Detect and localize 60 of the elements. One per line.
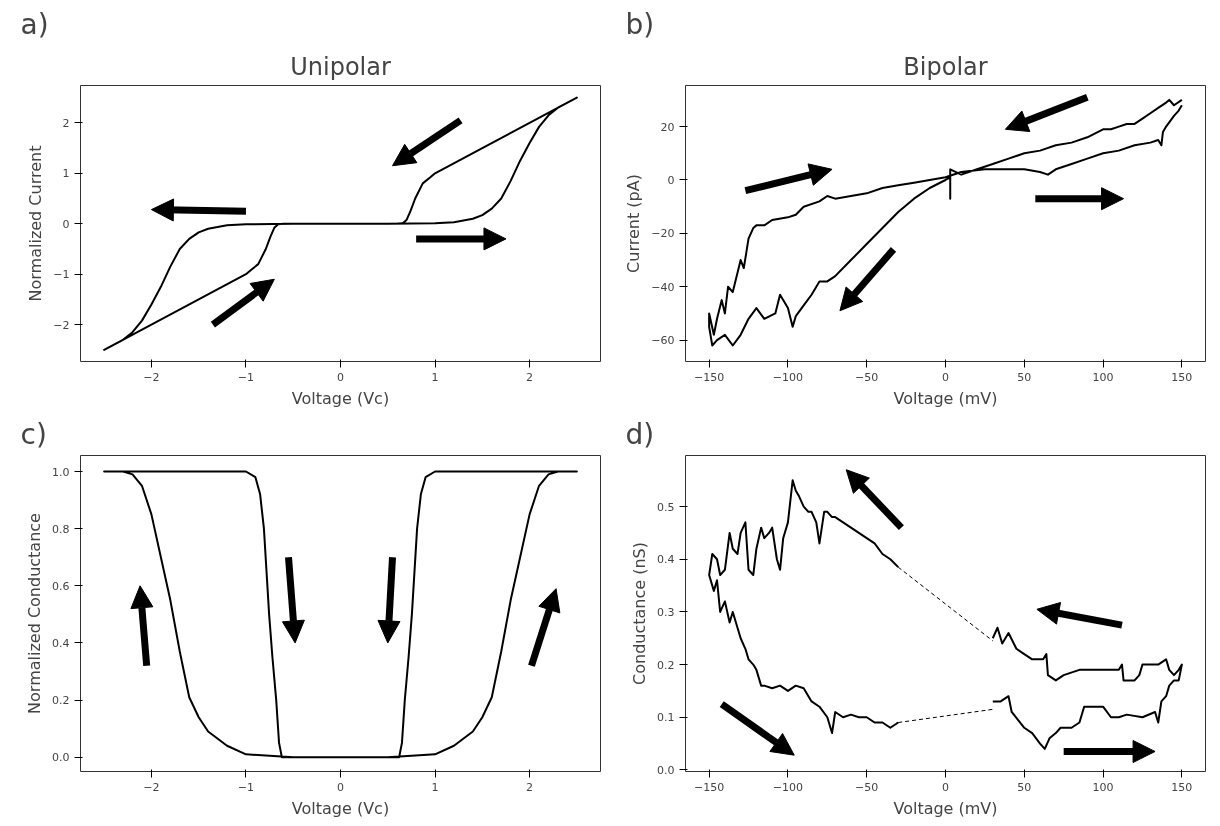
y-tick-label: −20 <box>651 227 675 241</box>
x-tick-label: 0 <box>337 780 344 794</box>
y-axis-title: Conductance (nS) <box>630 542 650 685</box>
x-tick-label: 150 <box>1171 370 1193 384</box>
x-tick-label: −100 <box>772 370 804 384</box>
x-tick-label: −50 <box>855 780 879 794</box>
y-tick-label: 1 <box>62 167 70 181</box>
text: b) <box>625 7 655 41</box>
x-tick-label: 0 <box>337 370 344 384</box>
x-tick-label: 1 <box>431 370 439 384</box>
x-axis-title: Voltage (mV) <box>893 388 998 408</box>
text: c) <box>20 417 47 451</box>
x-tick-label: −1 <box>237 370 255 384</box>
y-tick-label: 0.4 <box>52 636 70 650</box>
chart-title: Unipolar <box>290 52 391 81</box>
y-tick-label: 0.0 <box>52 751 70 765</box>
y-axis-title: Normalized Current <box>26 145 46 302</box>
y-tick-label: 0.2 <box>52 694 70 708</box>
x-tick-label: −50 <box>855 370 879 384</box>
y-tick-label: 0.4 <box>657 553 675 567</box>
x-axis-title: Voltage (Vc) <box>291 798 390 818</box>
y-tick-label: 0 <box>667 173 675 187</box>
y-tick-label: −2 <box>53 318 70 332</box>
x-tick-label: −2 <box>143 370 160 384</box>
y-tick-label: 0.5 <box>657 500 675 514</box>
y-tick-label: 2 <box>62 116 70 130</box>
x-tick-label: 2 <box>526 370 534 384</box>
y-tick-label: 0.0 <box>657 763 675 777</box>
x-tick-label: 0 <box>942 780 949 794</box>
x-tick-label: −1 <box>237 780 255 794</box>
x-axis-title: Voltage (Vc) <box>291 388 390 408</box>
x-tick-label: 100 <box>1092 370 1114 384</box>
x-tick-label: 50 <box>1017 780 1032 794</box>
text: a) <box>20 7 49 41</box>
y-tick-label: −60 <box>651 334 675 348</box>
y-tick-label: 20 <box>660 120 675 134</box>
x-tick-label: 150 <box>1171 780 1193 794</box>
y-tick-label: 0.8 <box>52 522 70 536</box>
chart-title: Bipolar <box>903 52 988 81</box>
y-tick-label: 0.3 <box>657 605 675 619</box>
x-tick-label: −150 <box>694 370 725 384</box>
y-tick-label: −1 <box>53 268 70 282</box>
x-tick-label: 50 <box>1017 370 1032 384</box>
x-tick-label: −100 <box>772 780 804 794</box>
y-tick-label: −40 <box>651 280 675 294</box>
y-tick-label: 0 <box>62 217 70 231</box>
y-tick-label: 1.0 <box>52 465 70 479</box>
y-axis-title: Current (pA) <box>624 174 644 273</box>
x-tick-label: 0 <box>942 370 949 384</box>
x-tick-label: −2 <box>143 780 160 794</box>
x-tick-label: 2 <box>526 780 534 794</box>
x-tick-label: 1 <box>431 780 439 794</box>
text: d) <box>625 417 655 451</box>
y-axis-title: Normalized Conductance <box>25 513 45 714</box>
x-tick-label: −150 <box>694 780 725 794</box>
y-tick-label: 0.6 <box>52 579 70 593</box>
y-tick-label: 0.2 <box>657 658 675 672</box>
x-tick-label: 100 <box>1092 780 1114 794</box>
y-tick-label: 0.1 <box>657 711 675 725</box>
x-axis-title: Voltage (mV) <box>893 798 998 818</box>
